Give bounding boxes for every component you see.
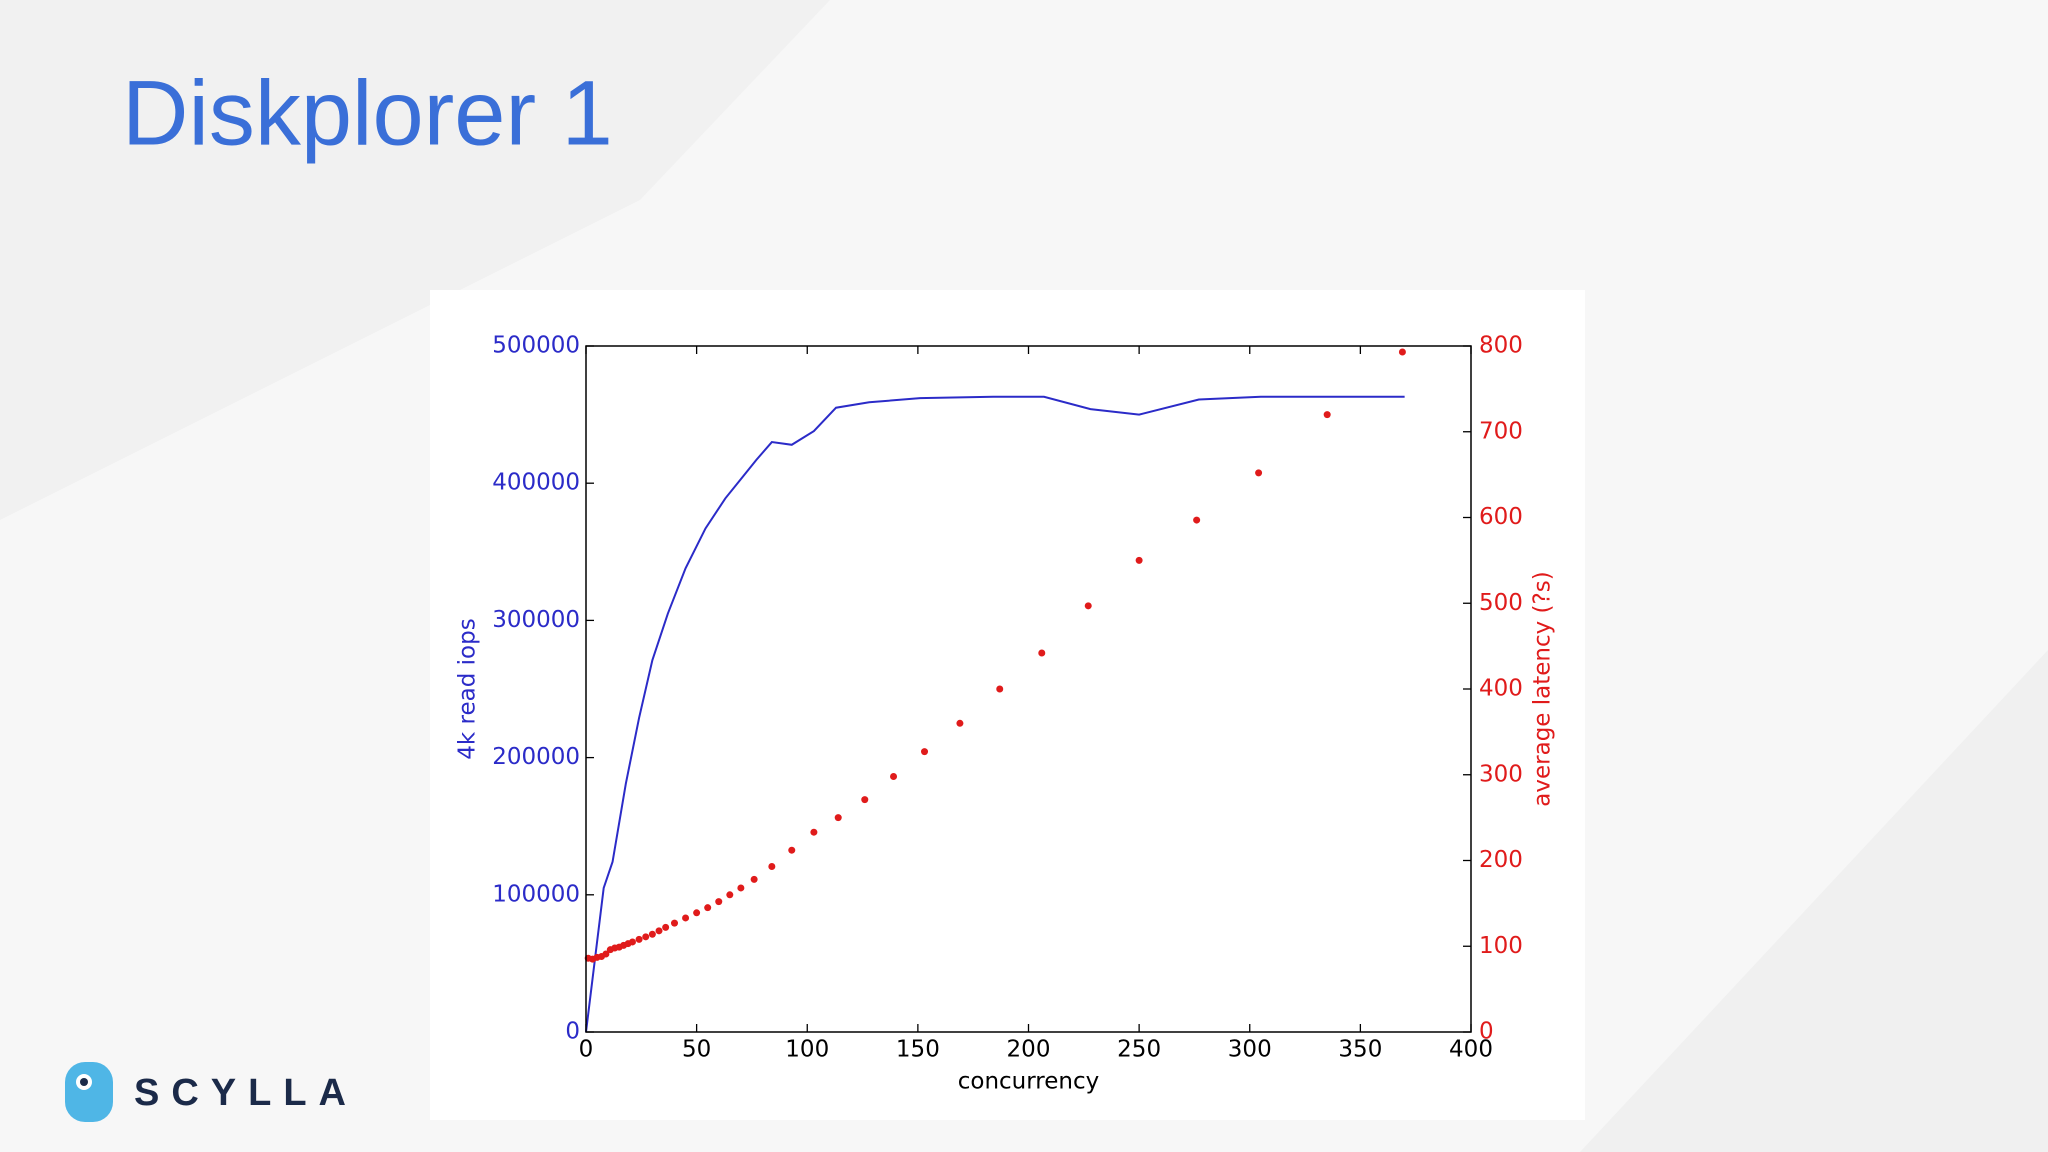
point xyxy=(956,719,964,727)
logo: SCYLLA xyxy=(65,1062,358,1122)
point xyxy=(1084,602,1092,610)
point xyxy=(642,933,650,941)
point xyxy=(921,748,929,756)
point xyxy=(715,898,723,906)
chart: 0 50 100 150 200 250 300 350 4000100000200000300… xyxy=(455,333,1556,1095)
point xyxy=(682,914,690,922)
x-tick-label: 100 xyxy=(785,1037,829,1063)
point xyxy=(810,828,818,836)
point xyxy=(655,927,663,935)
y2-tick-label: 100 xyxy=(1479,933,1523,959)
bg-shape xyxy=(0,0,830,520)
y2-tick-label: 500 xyxy=(1479,590,1523,616)
point xyxy=(996,685,1004,693)
point xyxy=(1135,556,1143,564)
x-axis-label: concurrency xyxy=(958,1069,1100,1095)
x-tick-label: 250 xyxy=(1117,1037,1161,1063)
logo-pupil xyxy=(80,1078,88,1086)
y-axis-label: 4k read iops xyxy=(455,618,481,759)
x-tick-label: 200 xyxy=(1007,1037,1051,1063)
point xyxy=(1255,469,1263,477)
y2-tick-label: 600 xyxy=(1479,504,1523,530)
point xyxy=(1193,516,1201,524)
point xyxy=(1398,348,1406,356)
plot-frame xyxy=(585,345,1472,1033)
point xyxy=(737,884,745,892)
point xyxy=(834,814,842,822)
y-tick-label: 500000 xyxy=(492,333,580,359)
point xyxy=(750,875,758,883)
y-tick-label: 300000 xyxy=(492,607,580,633)
point xyxy=(648,930,656,938)
point xyxy=(662,923,670,931)
point xyxy=(693,909,701,917)
point xyxy=(726,891,734,899)
point xyxy=(768,863,776,871)
y-tick-label: 200000 xyxy=(492,744,580,770)
x-tick-label: 350 xyxy=(1338,1037,1382,1063)
point xyxy=(1038,649,1046,657)
logo-text: SCYLLA xyxy=(134,1072,358,1114)
y2-tick-label: 800 xyxy=(1479,333,1523,359)
logo-icon xyxy=(65,1062,113,1122)
point xyxy=(1323,411,1331,419)
x-tick-label: 0 xyxy=(579,1037,594,1063)
point xyxy=(861,796,869,804)
x-tick-label: 300 xyxy=(1228,1037,1272,1063)
y2-tick-label: 0 xyxy=(1479,1019,1494,1045)
y2-tick-label: 200 xyxy=(1479,847,1523,873)
x-tick-label: 50 xyxy=(682,1037,711,1063)
point xyxy=(635,935,643,943)
point xyxy=(628,938,636,946)
x-tick-label: 150 xyxy=(896,1037,940,1063)
y2-tick-label: 300 xyxy=(1479,761,1523,787)
y2-tick-label: 400 xyxy=(1479,676,1523,702)
y2-axis-label: average latency (?s) xyxy=(1530,571,1556,806)
y-tick-label: 400000 xyxy=(492,470,580,496)
y2-tick-label: 700 xyxy=(1479,418,1523,444)
point xyxy=(671,919,678,927)
slide-title: Diskplorer 1 xyxy=(122,62,613,164)
point xyxy=(704,904,712,912)
point xyxy=(890,772,898,780)
x-tick-label: 400 xyxy=(1449,1037,1493,1063)
line xyxy=(585,395,1405,1033)
point xyxy=(602,950,610,958)
point xyxy=(788,846,796,854)
y-tick-label: 100000 xyxy=(492,881,580,907)
bg-shape xyxy=(1580,650,2048,1152)
y-tick-label: 0 xyxy=(565,1019,580,1045)
chart-panel xyxy=(430,290,1585,1120)
